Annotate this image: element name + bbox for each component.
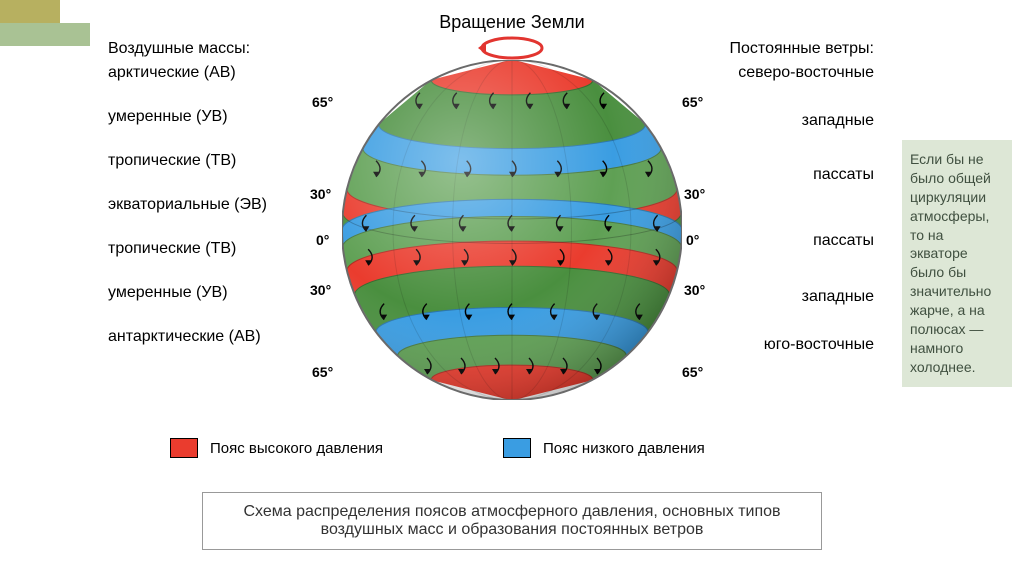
legend-low-label: Пояс низкого давления (543, 440, 705, 457)
degree-label: 65° (312, 94, 333, 110)
wind-item: пассаты (674, 232, 874, 250)
wind-item: пассаты (674, 166, 874, 184)
air-mass-item: умеренные (УВ) (108, 108, 328, 126)
title: Вращение Земли (439, 12, 584, 33)
degree-label: 30° (310, 282, 331, 298)
degree-label: 65° (682, 364, 703, 380)
air-mass-item: арктические (АВ) (108, 64, 328, 82)
legend-high-label: Пояс высокого давления (210, 440, 383, 457)
winds-header: Постоянные ветры: (674, 40, 874, 58)
degree-label: 0° (686, 232, 699, 248)
air-mass-item: экваториальные (ЭВ) (108, 196, 328, 214)
degree-label: 30° (684, 282, 705, 298)
wind-item: западные (674, 112, 874, 130)
wind-item: юго-восточные (674, 336, 874, 354)
degree-label: 65° (682, 94, 703, 110)
caption: Схема распределения поясов атмосферного … (202, 492, 822, 550)
air-masses-header: Воздушные массы: (108, 40, 328, 58)
air-mass-item: умеренные (УВ) (108, 284, 328, 302)
air-mass-item: тропические (ТВ) (108, 240, 328, 258)
swatch-high (170, 438, 198, 458)
degree-label: 65° (312, 364, 333, 380)
globe-diagram: 65°65°30°30°0°0°30°30°65°65° (342, 60, 682, 400)
wind-item: северо-восточные (674, 64, 874, 82)
degree-label: 30° (310, 186, 331, 202)
air-mass-item: антарктические (АВ) (108, 328, 328, 346)
degree-label: 30° (684, 186, 705, 202)
side-note: Если бы не было общей циркуляции атмосфе… (902, 140, 1012, 387)
air-masses-column: Воздушные массы: арктические (АВ) умерен… (108, 40, 328, 372)
swatch-low (503, 438, 531, 458)
legend-high: Пояс высокого давления (170, 438, 383, 458)
air-mass-item: тропические (ТВ) (108, 152, 328, 170)
winds-column: Постоянные ветры: северо-восточные запад… (674, 40, 874, 380)
legend: Пояс высокого давления Пояс низкого давл… (170, 438, 705, 458)
corner-accent (0, 0, 90, 46)
legend-low: Пояс низкого давления (503, 438, 705, 458)
rotation-icon (472, 34, 552, 62)
degree-label: 0° (316, 232, 329, 248)
